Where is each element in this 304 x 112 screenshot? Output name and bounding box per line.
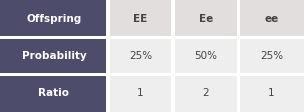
Text: ee: ee xyxy=(264,14,278,24)
Text: 25%: 25% xyxy=(260,51,283,61)
Bar xyxy=(0,39,106,73)
Bar xyxy=(175,0,237,36)
Bar xyxy=(240,76,304,112)
Text: 25%: 25% xyxy=(129,51,152,61)
Text: EE: EE xyxy=(133,14,148,24)
Text: 1: 1 xyxy=(137,88,144,98)
Text: 50%: 50% xyxy=(195,51,217,61)
Bar xyxy=(175,39,237,73)
Text: Ratio: Ratio xyxy=(39,88,69,98)
Bar xyxy=(110,0,171,36)
Text: 1: 1 xyxy=(268,88,275,98)
Text: Ee: Ee xyxy=(199,14,213,24)
Text: Probability: Probability xyxy=(22,51,86,61)
Bar xyxy=(110,39,171,73)
Text: 2: 2 xyxy=(203,88,209,98)
Text: Offspring: Offspring xyxy=(26,14,81,24)
Bar xyxy=(0,0,106,36)
Bar xyxy=(240,0,304,36)
Bar xyxy=(0,76,106,112)
Bar xyxy=(175,76,237,112)
Bar xyxy=(240,39,304,73)
Bar xyxy=(110,76,171,112)
